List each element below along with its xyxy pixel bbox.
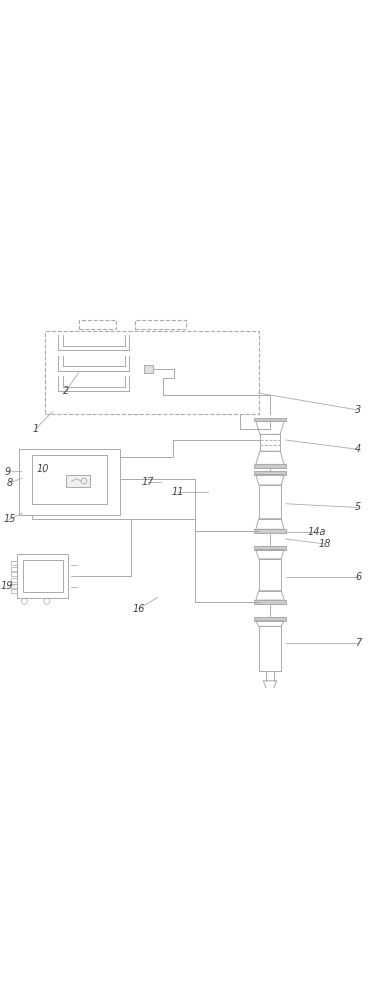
Bar bbox=[259, 626, 281, 671]
Text: 17: 17 bbox=[142, 477, 154, 487]
Bar bbox=[259, 485, 281, 519]
Bar bbox=[32, 455, 107, 504]
Text: 18: 18 bbox=[318, 539, 331, 549]
Text: 7: 7 bbox=[355, 638, 361, 648]
Text: 2: 2 bbox=[63, 386, 69, 396]
Bar bbox=[11, 572, 17, 576]
Bar bbox=[254, 471, 286, 475]
Text: 19: 19 bbox=[0, 581, 13, 591]
Bar bbox=[11, 567, 17, 571]
Text: 4: 4 bbox=[355, 444, 361, 454]
Bar bbox=[11, 584, 17, 588]
Bar bbox=[254, 529, 286, 533]
Bar bbox=[19, 449, 120, 515]
Bar bbox=[254, 464, 286, 468]
Bar bbox=[17, 554, 68, 597]
Bar bbox=[254, 546, 286, 550]
Text: 15: 15 bbox=[3, 514, 16, 524]
Bar bbox=[260, 434, 280, 451]
Text: 11: 11 bbox=[172, 487, 184, 497]
Bar bbox=[254, 600, 286, 604]
Bar bbox=[144, 365, 153, 372]
Bar bbox=[11, 589, 17, 593]
Text: 10: 10 bbox=[37, 464, 50, 474]
Text: 6: 6 bbox=[355, 572, 361, 582]
Bar bbox=[254, 418, 286, 421]
Text: 16: 16 bbox=[132, 604, 145, 614]
Text: 1: 1 bbox=[33, 424, 39, 434]
Bar bbox=[11, 561, 17, 565]
Bar bbox=[22, 560, 63, 592]
Text: 3: 3 bbox=[355, 405, 361, 415]
Bar bbox=[254, 617, 286, 621]
Bar bbox=[66, 475, 90, 487]
Bar bbox=[11, 578, 17, 582]
Text: 5: 5 bbox=[355, 502, 361, 512]
Text: 9: 9 bbox=[4, 467, 10, 477]
Text: 8: 8 bbox=[6, 478, 12, 488]
Bar bbox=[259, 559, 281, 591]
Text: 14a: 14a bbox=[308, 527, 326, 537]
